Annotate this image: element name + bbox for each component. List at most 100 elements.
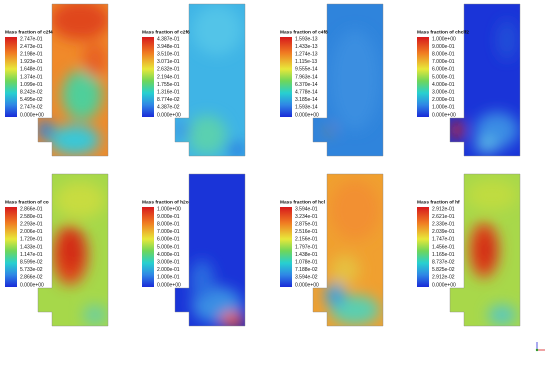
contour-domain xyxy=(175,174,245,326)
contour-blob xyxy=(330,30,380,130)
contour-blob xyxy=(227,142,245,156)
contour-blob xyxy=(475,137,499,153)
contour-blob xyxy=(83,42,107,78)
legend-label: 4.778e-14 xyxy=(295,90,318,96)
legend-label: 2.194e-01 xyxy=(157,74,180,80)
contour-blob xyxy=(325,283,345,307)
legend-label: 5.733e-02 xyxy=(20,267,43,273)
legend-label: 2.006e-01 xyxy=(20,229,43,235)
legend-label: 4.000e-01 xyxy=(157,252,180,258)
legend-label: 0.000e+00 xyxy=(295,112,319,118)
legend-label: 3.948e-01 xyxy=(157,44,180,50)
legend-label: 2.000e-01 xyxy=(157,267,180,273)
legend-label: 4.387e-02 xyxy=(157,105,180,111)
contour-blob xyxy=(467,180,517,210)
legend-label: 2.293e-01 xyxy=(20,222,43,228)
legend-label: 1.433e-13 xyxy=(295,44,318,50)
legend-label: 0.000e+00 xyxy=(20,112,44,118)
color-bar xyxy=(417,207,429,287)
contour-panel: Mass fraction of hf2.912e-01 2.621e-01 2.3… xyxy=(417,173,521,327)
legend-label: 0.000e+00 xyxy=(432,112,456,118)
contour-blob xyxy=(187,115,227,155)
contour-domain xyxy=(175,4,245,156)
contour-blob xyxy=(38,120,53,140)
contour-blob xyxy=(50,4,108,40)
legend-label: 2.473e-01 xyxy=(20,44,43,50)
legend-label: 2.516e-01 xyxy=(295,229,318,235)
legend-label: 1.648e-01 xyxy=(20,67,43,73)
legend-label: 6.370e-14 xyxy=(295,82,318,88)
legend-label: 2.912e-02 xyxy=(432,275,455,281)
legend-label: 2.330e-01 xyxy=(432,222,455,228)
legend-label: 5.825e-02 xyxy=(432,267,455,273)
contour-domain xyxy=(450,4,520,156)
contour-blob xyxy=(488,305,516,325)
color-bar xyxy=(142,37,154,117)
domain-outline xyxy=(312,3,384,157)
legend-title: Mass fraction of hcl xyxy=(280,199,325,205)
color-bar xyxy=(142,207,154,287)
legend-label: 3.000e-01 xyxy=(157,260,180,266)
contour-domain xyxy=(38,174,108,326)
legend-label: 7.000e-01 xyxy=(432,59,455,65)
legend-label: 8.000e-01 xyxy=(157,222,180,228)
legend-label: 3.185e-14 xyxy=(295,97,318,103)
legend-label: 8.599e-02 xyxy=(20,260,43,266)
legend-label: 2.580e-01 xyxy=(20,214,43,220)
contour-blob xyxy=(62,70,102,120)
legend-label: 1.456e-01 xyxy=(432,244,455,250)
legend-label: 1.000e-01 xyxy=(157,275,180,281)
legend-label: 1.147e-01 xyxy=(20,252,43,258)
legend-label: 1.078e-01 xyxy=(295,260,318,266)
legend-label: 3.594e-02 xyxy=(295,275,318,281)
legend-label: 2.039e-01 xyxy=(432,229,455,235)
domain-outline xyxy=(312,173,384,327)
legend-label: 2.000e-01 xyxy=(432,97,455,103)
color-bar xyxy=(280,37,292,117)
contour-blob xyxy=(497,20,517,60)
legend-label: 7.188e-02 xyxy=(295,267,318,273)
contour-blob xyxy=(327,129,331,133)
legend-title: Mass fraction of chclf2 xyxy=(417,29,469,35)
domain-outline xyxy=(37,173,109,327)
contour-blob xyxy=(330,180,380,240)
contour-blob xyxy=(192,5,242,55)
legend-label: 2.621e-01 xyxy=(432,214,455,220)
contour-blob xyxy=(451,120,463,140)
contour-panel: Mass fraction of co2.866e-01 2.580e-01 2.2… xyxy=(5,173,109,327)
legend-label: 1.000e-01 xyxy=(432,105,455,111)
legend-label: 8.000e-01 xyxy=(432,52,455,58)
legend-label: 3.234e-01 xyxy=(295,214,318,220)
legend-label: 1.593e-14 xyxy=(295,105,318,111)
contour-blob xyxy=(55,182,105,218)
legend-label: 1.923e-01 xyxy=(20,59,43,65)
legend-label: 2.866e-02 xyxy=(20,275,43,281)
domain-outline xyxy=(174,3,246,157)
contour-blob xyxy=(60,230,84,270)
legend-label: 1.747e-01 xyxy=(432,237,455,243)
legend-label: 7.000e-01 xyxy=(157,229,180,235)
legend-title: Mass fraction of c2f4 xyxy=(5,29,53,35)
legend-label: 2.747e-02 xyxy=(20,105,43,111)
legend-label: 0.000e+00 xyxy=(20,282,44,288)
legend-label: 9.000e-01 xyxy=(432,44,455,50)
axis-triad xyxy=(535,342,545,352)
contour-domain xyxy=(313,4,383,156)
legend-label: 1.115e-13 xyxy=(295,59,317,65)
legend-label: 6.000e-01 xyxy=(432,67,455,73)
legend-label: 1.720e-01 xyxy=(20,237,43,243)
legend-label: 1.433e-01 xyxy=(20,244,43,250)
color-bar xyxy=(5,207,17,287)
legend-label: 1.099e-01 xyxy=(20,82,43,88)
legend-label: 0.000e+00 xyxy=(157,282,181,288)
legend-label: 0.000e+00 xyxy=(295,282,319,288)
legend-label: 1.438e-01 xyxy=(295,252,318,258)
contour-domain xyxy=(313,174,383,326)
contour-blobs xyxy=(175,5,245,156)
legend-title: Mass fraction of c4f8 xyxy=(280,29,328,35)
color-bar xyxy=(280,207,292,287)
legend-label: 9.555e-14 xyxy=(295,67,318,73)
legend-label: 1.374e-01 xyxy=(20,74,43,80)
